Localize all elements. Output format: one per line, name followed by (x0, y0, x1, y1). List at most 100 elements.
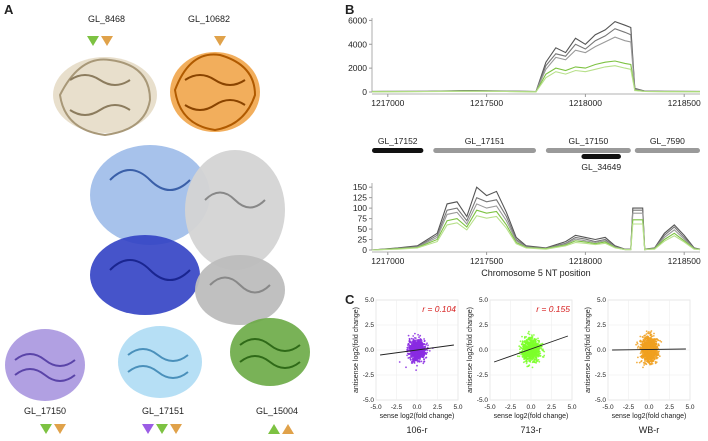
x-tick-label: 2.5 (547, 404, 556, 411)
scatter-point (420, 338, 423, 341)
scatter-point (660, 341, 663, 343)
scatter-point (420, 350, 423, 353)
scatter-point (409, 356, 412, 359)
scatter-point (651, 362, 654, 365)
scatter-point (651, 354, 654, 357)
scatter-point (639, 335, 642, 338)
scatter-point (412, 335, 415, 337)
scatter-point (650, 344, 652, 347)
scatter-point (533, 357, 535, 360)
scatter-point (523, 344, 525, 347)
y-tick-label: 0 (362, 245, 367, 255)
correlation-label: r = 0.104 (422, 304, 456, 314)
scatter-point (636, 347, 639, 349)
y-tick-label: -5.0 (595, 397, 607, 404)
scatter-point (658, 350, 660, 353)
scatter-point (538, 341, 540, 343)
scatter-point (526, 346, 529, 348)
scatter-point (413, 342, 415, 344)
scatter-point (522, 358, 525, 360)
scatter-point (531, 341, 534, 344)
scatter-point (528, 330, 530, 333)
scatter-point (424, 352, 427, 354)
scatter-point (657, 339, 660, 342)
scatter-point (535, 352, 538, 355)
scatter-point (525, 341, 528, 344)
scatter-point (654, 360, 657, 363)
scatter-point (425, 343, 428, 346)
scatter-point (641, 343, 643, 346)
scatter-point (637, 356, 639, 359)
scatter-point (526, 365, 529, 368)
scatter-point (653, 350, 656, 353)
structure-label-gl-10682: GL_10682 (188, 14, 231, 24)
scatter-point (531, 338, 533, 341)
scatter-point (528, 345, 531, 348)
scatter-point (533, 338, 536, 341)
structure-label-gl-17150: GL_17150 (24, 406, 67, 416)
scatter-point (524, 341, 526, 344)
y-tick-label: 25 (358, 235, 368, 245)
y-tick-label: 0.0 (365, 347, 374, 354)
triangle-green-icon (40, 424, 52, 434)
scatter-point (411, 355, 413, 358)
x-tick-label: 5.0 (685, 404, 694, 411)
scatter-point (410, 337, 413, 340)
x-tick-label: -5.0 (484, 404, 496, 411)
y-axis-label: antisense log2(fold change) (353, 307, 360, 393)
scatter-point (651, 360, 654, 363)
scatter-point (418, 336, 420, 339)
scatter-point (407, 357, 410, 359)
coverage-series-line (371, 215, 701, 251)
x-tick-label: -2.5 (505, 404, 517, 411)
scatter-point (408, 347, 411, 350)
x-tick-label: 1217000 (371, 98, 404, 108)
scatter-point (639, 343, 642, 346)
scatter-point (659, 339, 661, 342)
scatter-point (639, 355, 642, 358)
scatter-point (650, 352, 652, 355)
scatter-point (412, 338, 415, 340)
scatter-point (535, 357, 538, 359)
scatter-point (519, 348, 521, 351)
scatter-title: 713-r (520, 425, 541, 435)
scatter-point (646, 359, 649, 362)
scatter-title: WB-r (639, 425, 660, 435)
scatter-point (423, 338, 425, 340)
scatter-point (655, 357, 658, 359)
scatter-point (654, 342, 656, 345)
scatter-point (641, 342, 644, 344)
x-tick-label: 1217000 (371, 256, 404, 266)
scatter-point (536, 360, 539, 362)
protein-gl-15004 (230, 318, 310, 386)
scatter-point (426, 351, 428, 354)
scatter-point (421, 352, 423, 355)
scatter-point (643, 356, 646, 358)
scatter-point (644, 359, 646, 362)
scatter-point (652, 335, 655, 337)
y-tick-label: 50 (358, 224, 368, 234)
scatter-point (532, 361, 535, 363)
scatter-point (421, 343, 424, 346)
scatter-point (522, 361, 525, 364)
scatter-point (539, 343, 541, 346)
scatter-point (413, 359, 416, 361)
scatter-point (423, 352, 425, 355)
scatter-point (538, 360, 541, 363)
scatter-point (643, 352, 645, 355)
scatter-point (407, 346, 410, 348)
coverage-series-line (371, 65, 701, 93)
scatter-point (527, 337, 530, 340)
scatter-point (428, 350, 431, 352)
scatter-point (644, 361, 646, 363)
scatter-point (530, 359, 532, 361)
scatter-point (420, 342, 423, 344)
scatter-point (650, 333, 653, 336)
scatter-point (521, 335, 523, 338)
scatter-point (525, 351, 527, 354)
y-tick-label: -2.5 (477, 372, 489, 379)
